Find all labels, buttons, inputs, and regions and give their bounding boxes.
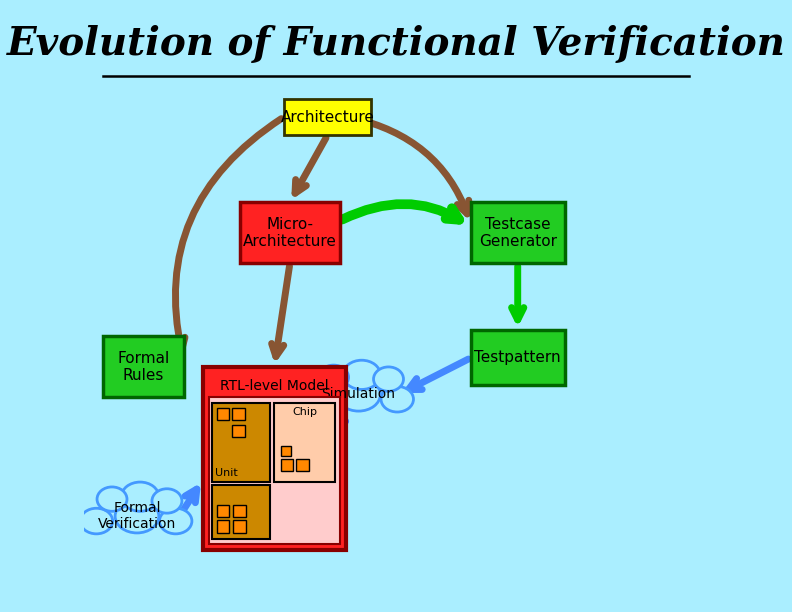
FancyBboxPatch shape — [217, 408, 230, 420]
Ellipse shape — [159, 508, 192, 534]
Ellipse shape — [115, 499, 159, 533]
FancyBboxPatch shape — [209, 397, 340, 543]
FancyBboxPatch shape — [284, 99, 371, 135]
Text: RTL-level Model: RTL-level Model — [220, 379, 329, 393]
FancyBboxPatch shape — [471, 203, 565, 263]
Text: Simulation: Simulation — [322, 387, 395, 401]
Text: Micro-
Architecture: Micro- Architecture — [243, 217, 337, 249]
Ellipse shape — [374, 367, 403, 391]
FancyBboxPatch shape — [212, 403, 269, 482]
Ellipse shape — [80, 508, 112, 534]
Ellipse shape — [97, 487, 127, 511]
Text: Unit: Unit — [215, 468, 238, 478]
Text: Architecture: Architecture — [280, 110, 375, 125]
FancyBboxPatch shape — [233, 505, 246, 517]
Ellipse shape — [337, 378, 380, 411]
Ellipse shape — [152, 489, 182, 513]
Ellipse shape — [318, 365, 348, 389]
FancyBboxPatch shape — [233, 425, 245, 437]
FancyBboxPatch shape — [217, 505, 230, 517]
Text: Formal
Rules: Formal Rules — [117, 351, 169, 383]
FancyBboxPatch shape — [296, 459, 309, 471]
FancyBboxPatch shape — [212, 485, 269, 539]
FancyBboxPatch shape — [280, 446, 291, 456]
Ellipse shape — [343, 360, 380, 389]
FancyBboxPatch shape — [233, 408, 245, 420]
Ellipse shape — [121, 482, 159, 511]
Ellipse shape — [381, 386, 413, 412]
FancyBboxPatch shape — [233, 520, 246, 532]
FancyBboxPatch shape — [103, 337, 184, 397]
FancyBboxPatch shape — [240, 203, 340, 263]
Text: Chip: Chip — [292, 407, 317, 417]
FancyBboxPatch shape — [471, 330, 565, 385]
FancyBboxPatch shape — [280, 459, 293, 471]
Text: Formal
Verification: Formal Verification — [98, 501, 176, 531]
FancyBboxPatch shape — [203, 367, 346, 550]
Text: Testcase
Generator: Testcase Generator — [478, 217, 557, 249]
Text: Evolution of Functional Verification: Evolution of Functional Verification — [6, 25, 786, 63]
FancyBboxPatch shape — [217, 520, 230, 532]
FancyBboxPatch shape — [274, 403, 334, 482]
Ellipse shape — [302, 386, 334, 412]
Text: Testpattern: Testpattern — [474, 350, 561, 365]
